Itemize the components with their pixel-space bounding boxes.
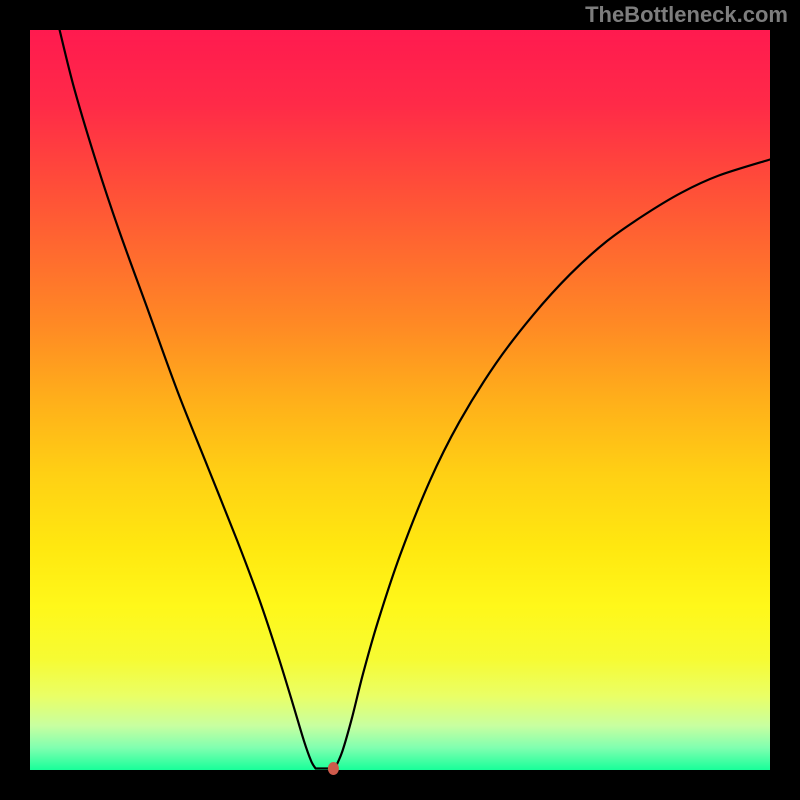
watermark-text: TheBottleneck.com [585, 2, 788, 28]
plot-area [30, 30, 770, 770]
minimum-marker [328, 762, 339, 775]
bottleneck-chart [0, 0, 800, 800]
chart-container: TheBottleneck.com [0, 0, 800, 800]
